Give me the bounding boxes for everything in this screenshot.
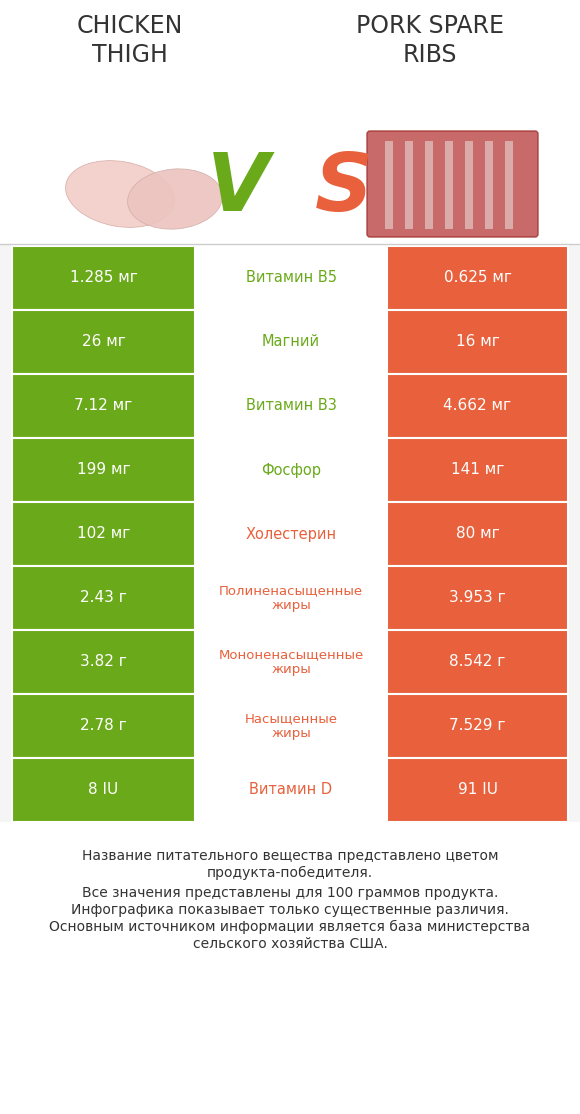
Text: Основным источником информации является база министерства: Основным источником информации является … [49, 920, 531, 935]
Bar [505, 141, 513, 229]
Bar [197, 694, 385, 758]
Text: 91 IU: 91 IU [458, 782, 498, 798]
Text: Витамин В5: Витамин В5 [245, 271, 336, 285]
Bar [12, 566, 195, 631]
Text: 7.529 г: 7.529 г [450, 719, 506, 733]
Text: 16 мг: 16 мг [455, 334, 499, 350]
Bar [12, 502, 195, 566]
Bar [405, 141, 413, 229]
Bar [0, 0, 580, 244]
Bar [197, 374, 385, 438]
Ellipse shape [66, 160, 175, 227]
Text: 80 мг: 80 мг [456, 527, 499, 541]
Bar [197, 631, 385, 694]
Text: 2.78 г: 2.78 г [80, 719, 127, 733]
Text: 141 мг: 141 мг [451, 462, 504, 478]
Bar [485, 141, 493, 229]
Bar [387, 438, 568, 502]
Text: PORK SPARE
RIBS: PORK SPARE RIBS [356, 14, 504, 67]
Bar [12, 246, 195, 310]
Text: V: V [206, 150, 269, 228]
Bar [387, 246, 568, 310]
Text: Витамин В3: Витамин В3 [245, 399, 336, 413]
Bar [387, 310, 568, 374]
Text: 102 мг: 102 мг [77, 527, 130, 541]
Text: Холестерин: Холестерин [245, 527, 336, 541]
Text: 3.953 г: 3.953 г [449, 590, 506, 606]
Text: Полиненасыщенные
жиры: Полиненасыщенные жиры [219, 584, 363, 612]
Text: 26 мг: 26 мг [82, 334, 125, 350]
Text: 1.285 мг: 1.285 мг [70, 271, 137, 285]
Text: Витамин D: Витамин D [249, 782, 332, 798]
Bar [387, 502, 568, 566]
Bar [387, 758, 568, 822]
Bar [387, 631, 568, 694]
Text: Насыщенные
жиры: Насыщенные жиры [245, 712, 338, 740]
Bar [387, 374, 568, 438]
Bar [12, 374, 195, 438]
Text: 2.43 г: 2.43 г [80, 590, 127, 606]
Bar [12, 758, 195, 822]
Text: 4.662 мг: 4.662 мг [444, 399, 512, 413]
Text: Магний: Магний [262, 334, 320, 350]
Bar [12, 631, 195, 694]
Text: 3.82 г: 3.82 г [80, 655, 127, 670]
Text: Мононенасыщенные
жиры: Мононенасыщенные жиры [219, 648, 364, 676]
Text: Инфографика показывает только существенные различия.: Инфографика показывает только существенн… [71, 903, 509, 917]
Text: сельского хозяйства США.: сельского хозяйства США. [193, 937, 387, 951]
Text: CHICKEN
THIGH: CHICKEN THIGH [77, 14, 183, 67]
Bar [197, 310, 385, 374]
Bar [12, 694, 195, 758]
Text: Название питательного вещества представлено цветом: Название питательного вещества представл… [82, 849, 498, 863]
Text: S: S [315, 150, 373, 228]
Bar [197, 438, 385, 502]
Bar [197, 758, 385, 822]
Text: 199 мг: 199 мг [77, 462, 130, 478]
Bar [385, 141, 393, 229]
Bar [0, 822, 580, 1114]
Bar [197, 502, 385, 566]
Text: 8.542 г: 8.542 г [450, 655, 506, 670]
Bar [387, 694, 568, 758]
Text: 0.625 мг: 0.625 мг [444, 271, 512, 285]
Bar [12, 310, 195, 374]
Bar [12, 438, 195, 502]
Text: Все значения представлены для 100 граммов продукта.: Все значения представлены для 100 граммо… [82, 886, 498, 900]
Bar [445, 141, 453, 229]
Ellipse shape [128, 169, 222, 229]
Bar [197, 566, 385, 631]
Bar [425, 141, 433, 229]
Bar [465, 141, 473, 229]
Text: 8 IU: 8 IU [88, 782, 119, 798]
FancyBboxPatch shape [367, 131, 538, 237]
Bar [387, 566, 568, 631]
Text: 7.12 мг: 7.12 мг [74, 399, 133, 413]
Text: продукта-победителя.: продукта-победителя. [207, 866, 373, 880]
Bar [197, 246, 385, 310]
Text: Фосфор: Фосфор [261, 462, 321, 478]
